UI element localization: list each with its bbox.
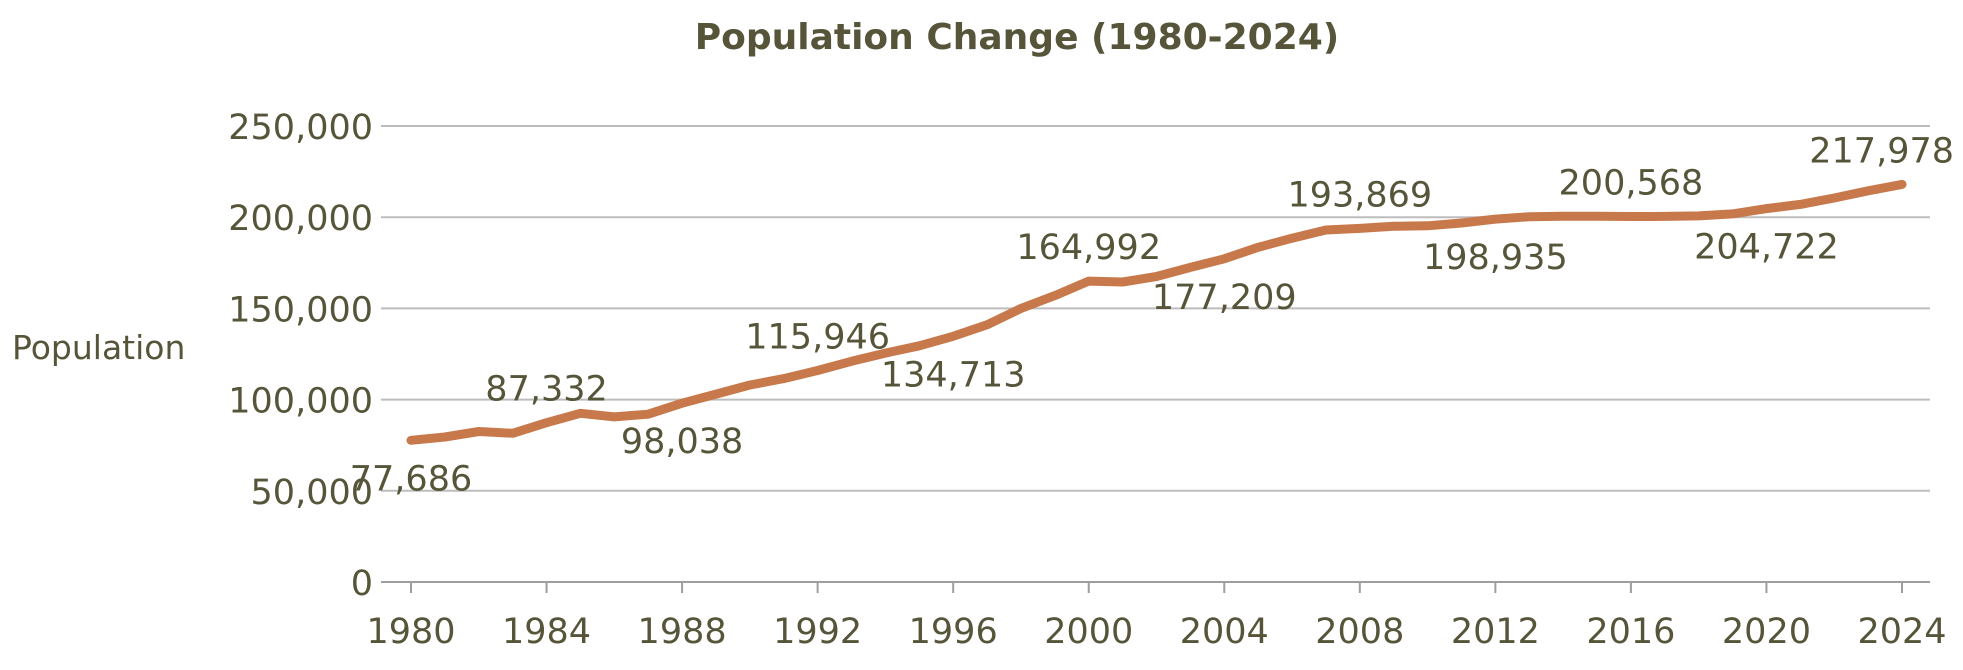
- y-tick-label: 200,000: [228, 199, 373, 239]
- x-axis: [381, 581, 1930, 593]
- y-tick-label: 250,000: [228, 108, 373, 148]
- x-tick-label: 2012: [1451, 612, 1540, 652]
- x-tick-label: 2000: [1044, 612, 1133, 652]
- x-tick-label: 2024: [1857, 612, 1946, 652]
- data-label: 134,713: [881, 355, 1026, 395]
- x-tick-label: 2020: [1722, 612, 1811, 652]
- data-label: 77,686: [350, 459, 472, 499]
- chart-title: Population Change (1980-2024): [695, 17, 1340, 58]
- y-tick-label: 50,000: [251, 473, 373, 513]
- y-tick-label: 0: [351, 564, 373, 604]
- x-tick-label: 1984: [502, 612, 591, 652]
- data-label: 87,332: [485, 370, 607, 410]
- data-label: 193,869: [1287, 175, 1432, 215]
- x-tick-label: 1996: [909, 612, 998, 652]
- data-label: 200,568: [1559, 163, 1704, 203]
- x-axis-tick-labels: 1980 1984 1988 1992 1996 2000 2004 2008 2012 2016…: [366, 612, 1946, 652]
- data-label: 164,992: [1016, 228, 1161, 268]
- data-label: 204,722: [1694, 228, 1839, 268]
- x-tick-label: 1988: [638, 612, 727, 652]
- y-tick-label: 150,000: [228, 290, 373, 330]
- x-tick-label: 1992: [773, 612, 862, 652]
- y-axis-tick-labels: 0 50,000 100,000 150,000 200,000 250,000: [228, 108, 373, 604]
- x-tick-label: 2004: [1180, 612, 1269, 652]
- data-label: 198,935: [1423, 238, 1568, 278]
- series-layer: [406, 179, 1907, 445]
- y-axis-title: Population: [12, 328, 185, 367]
- series-line-0: [406, 179, 1907, 445]
- x-tick-label: 2008: [1315, 612, 1404, 652]
- data-label: 115,946: [745, 318, 890, 358]
- y-tick-label: 100,000: [228, 382, 373, 422]
- x-tick-label: 1980: [366, 612, 455, 652]
- data-label: 217,978: [1809, 131, 1954, 171]
- data-label: 177,209: [1152, 278, 1297, 318]
- data-label: 98,038: [621, 422, 743, 462]
- x-tick-label: 2016: [1586, 612, 1675, 652]
